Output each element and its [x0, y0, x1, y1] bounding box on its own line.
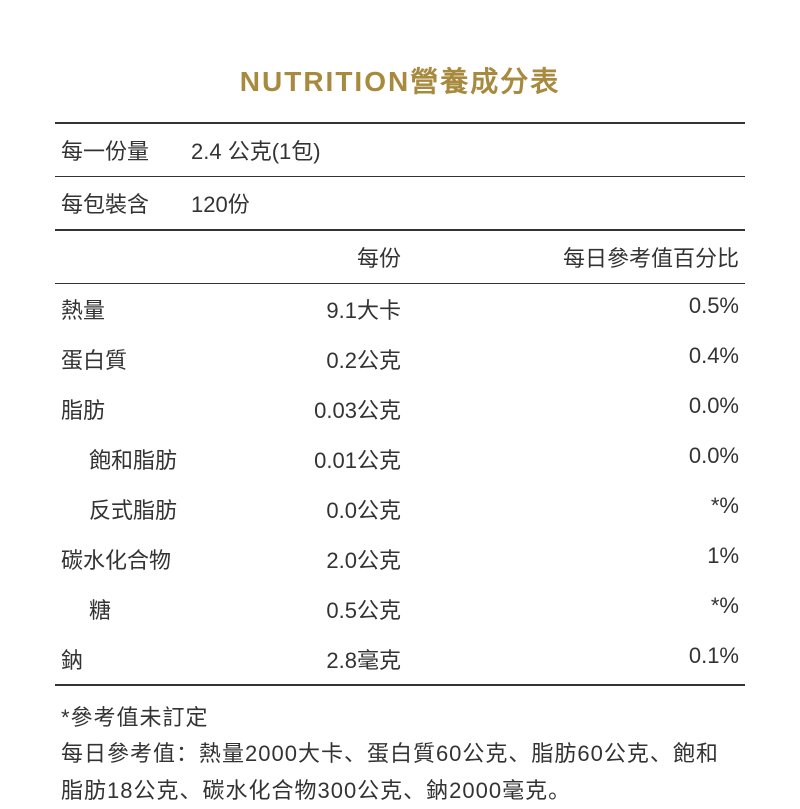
nutrient-amount: 0.03公克 [261, 393, 401, 425]
nutrient-dv: *% [401, 493, 739, 525]
nutrient-name: 脂肪 [61, 393, 261, 425]
footnote-reference: 每日參考值：熱量2000大卡、蛋白質60公克、脂肪60公克、飽和脂肪18公克、碳… [61, 736, 739, 809]
nutrient-amount: 0.0公克 [261, 493, 401, 525]
nutrient-amount: 2.0公克 [261, 543, 401, 575]
nutrient-amount: 0.2公克 [261, 343, 401, 375]
nutrient-name: 碳水化合物 [61, 543, 261, 575]
nutrient-name: 蛋白質 [61, 343, 261, 375]
nutrient-list: 熱量9.1大卡0.5%蛋白質0.2公克0.4%脂肪0.03公克0.0%飽和脂肪0… [55, 284, 745, 684]
column-header-dv: 每日參考值百分比 [401, 241, 739, 273]
nutrient-name: 糖 [61, 593, 261, 625]
nutrient-row: 飽和脂肪0.01公克0.0% [55, 434, 745, 484]
servings-per-container-row: 每包裝含 120份 [55, 177, 745, 229]
nutrient-name: 熱量 [61, 293, 261, 325]
nutrient-dv: 0.0% [401, 443, 739, 475]
serving-size-label: 每一份量 [61, 134, 191, 166]
nutrient-row: 反式脂肪0.0公克*% [55, 484, 745, 534]
nutrient-dv: 0.0% [401, 393, 739, 425]
nutrient-dv: 0.1% [401, 643, 739, 675]
nutrient-dv: 0.5% [401, 293, 739, 325]
nutrient-row: 碳水化合物2.0公克1% [55, 534, 745, 584]
serving-size-row: 每一份量 2.4 公克(1包) [55, 124, 745, 176]
nutrient-row: 糖0.5公克*% [55, 584, 745, 634]
nutrient-row: 脂肪0.03公克0.0% [55, 384, 745, 434]
nutrient-amount: 9.1大卡 [261, 293, 401, 325]
nutrient-amount: 2.8毫克 [261, 643, 401, 675]
footnote-block: *參考值未訂定 每日參考值：熱量2000大卡、蛋白質60公克、脂肪60公克、飽和… [55, 686, 745, 809]
nutrient-amount: 0.5公克 [261, 593, 401, 625]
servings-per-container-label: 每包裝含 [61, 187, 191, 219]
nutrient-row: 蛋白質0.2公克0.4% [55, 334, 745, 384]
column-header-row: 每份 每日參考值百分比 [55, 231, 745, 283]
nutrient-name: 飽和脂肪 [61, 443, 261, 475]
nutrient-name: 鈉 [61, 643, 261, 675]
nutrient-row: 熱量9.1大卡0.5% [55, 284, 745, 334]
serving-size-value: 2.4 公克(1包) [191, 134, 321, 166]
nutrient-amount: 0.01公克 [261, 443, 401, 475]
nutrient-dv: *% [401, 593, 739, 625]
nutrient-name: 反式脂肪 [61, 493, 261, 525]
column-header-blank [61, 241, 261, 273]
nutrient-dv: 1% [401, 543, 739, 575]
servings-per-container-value: 120份 [191, 187, 250, 219]
page-title: NUTRITION營養成分表 [55, 60, 745, 100]
footnote-star: *參考值未訂定 [61, 700, 739, 736]
column-header-per-serving: 每份 [261, 241, 401, 273]
nutrient-dv: 0.4% [401, 343, 739, 375]
nutrient-row: 鈉2.8毫克0.1% [55, 634, 745, 684]
